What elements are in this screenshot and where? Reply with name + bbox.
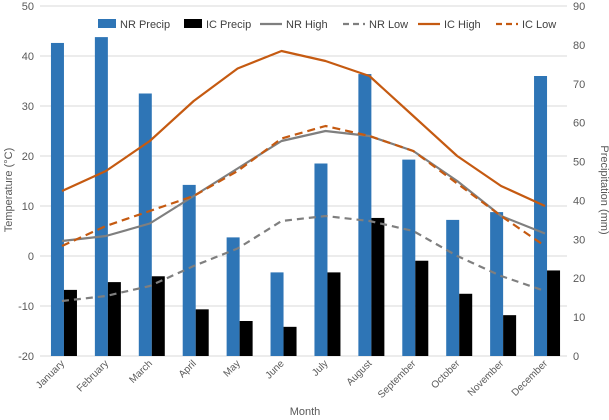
bar-ic-precip [459,293,473,356]
bar-ic-precip [239,321,253,356]
bar-nr-precip [446,219,460,356]
bar-ic-precip [503,315,517,356]
bar-ic-precip [151,276,165,356]
bar-nr-precip [534,76,548,356]
left-axis-title: Temperature (°C) [3,148,15,232]
month-tick-label: March [127,358,154,385]
right-tick-label: 10 [573,312,585,324]
lines-layer [61,49,546,303]
month-tick-label: February [75,358,111,394]
bar-ic-precip [371,217,385,356]
legend: NR Precip IC Precip NR High NR Low IC High IC… [98,19,556,31]
right-tick-label: 30 [573,234,585,246]
bar-nr-precip [358,74,372,357]
left-tick-label: -20 [18,351,34,363]
right-axis-title: Precipitation (mm) [598,145,609,234]
bar-nr-precip [402,159,416,356]
line-nr-high [61,129,546,243]
bar-ic-precip [547,270,561,356]
left-tick-label: 50 [22,1,34,13]
right-tick-label: 70 [573,79,585,91]
legend-label-ic-low: IC Low [522,19,556,31]
legend-label-nr-high: NR High [286,19,328,31]
left-tick-label: 40 [22,51,34,63]
right-tick-label: 0 [573,351,579,363]
legend-label-ic-precip: IC Precip [206,19,251,31]
right-tick-label: 60 [573,118,585,130]
bar-nr-precip [226,237,240,356]
line-ic-high [61,49,546,208]
month-tick-label: November [466,358,507,399]
legend-swatch-ic-precip [184,19,202,28]
x-axis-title: Month [290,406,321,418]
month-tick-label: September [376,358,419,401]
month-tick-label: June [264,358,287,381]
right-tick-label: 50 [573,157,585,169]
bar-nr-precip [490,212,504,356]
legend-label-nr-precip: NR Precip [120,19,170,31]
bar-ic-precip [283,326,297,356]
right-tick-label: 40 [573,195,585,207]
month-tick-label: January [34,358,67,391]
month-tick-label: April [177,358,199,380]
line-ic-low [61,124,546,248]
bar-nr-precip [94,37,108,356]
bar-nr-precip [182,184,196,356]
month-tick-label: December [510,358,551,399]
month-tick-label: July [310,358,330,378]
right-tick-label: 80 [573,40,585,52]
line-nr-low [61,214,546,303]
right-tick-label: 90 [573,1,585,13]
bar-nr-precip [314,163,328,356]
legend-swatch-nr-precip [98,19,116,28]
left-tick-label: 20 [22,151,34,163]
month-tick-label: October [429,358,462,391]
right-tick-label: 20 [573,273,585,285]
month-tick-label: August [345,358,375,388]
bar-ic-precip [327,272,341,356]
bars-layer [50,37,561,357]
month-tick-label: May [222,358,243,379]
bar-ic-precip [63,289,77,356]
legend-label-nr-low: NR Low [369,19,408,31]
bar-ic-precip [107,282,121,356]
bar-ic-precip [415,260,429,356]
left-tick-label: 0 [28,251,34,263]
legend-label-ic-high: IC High [444,19,481,31]
bar-ic-precip [195,309,209,356]
right-axis-ticks: 0 10 20 30 40 50 60 70 80 90 [573,1,585,363]
left-tick-label: 10 [22,201,34,213]
left-tick-label: -10 [18,301,34,313]
month-axis-ticks: January February March April May June July Augu… [34,358,550,401]
bar-nr-precip [270,272,284,356]
left-tick-label: 30 [22,101,34,113]
left-axis-ticks: -20 -10 0 10 20 30 40 50 [18,1,34,363]
bar-nr-precip [50,42,64,356]
